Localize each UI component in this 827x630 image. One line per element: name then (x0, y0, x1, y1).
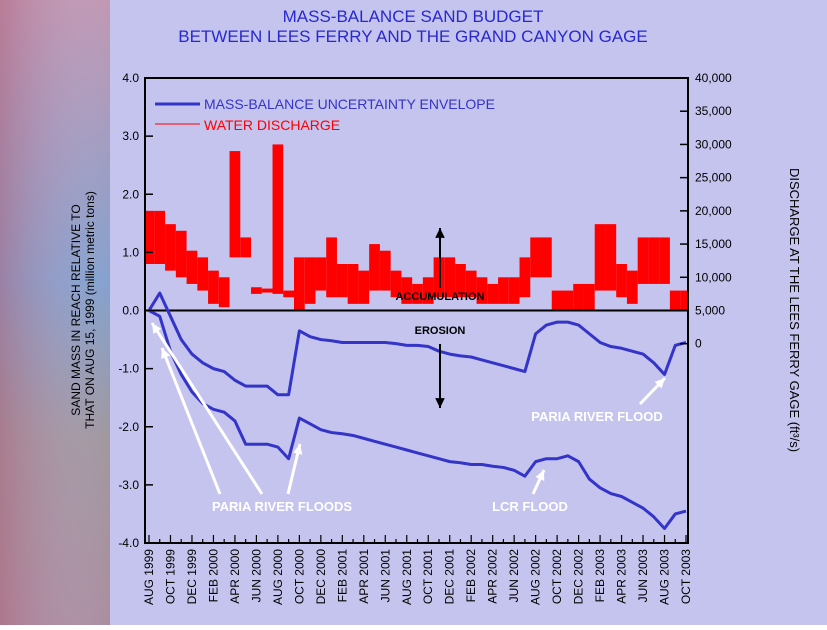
x-tick-label: JUN 2002 (507, 549, 521, 603)
y-tick-label: 4.0 (122, 71, 139, 85)
y-tick-label: -1.0 (118, 362, 139, 376)
x-tick-label: OCT 2003 (679, 549, 693, 604)
x-tick-label: AUG 2002 (529, 549, 543, 605)
x-tick-label: APR 2001 (357, 549, 371, 604)
x-tick-label: AUG 1999 (142, 549, 156, 605)
discharge-band (681, 291, 687, 311)
discharge-band (337, 264, 348, 297)
discharge-band (509, 277, 520, 304)
x-tick-label: AUG 2001 (400, 549, 414, 605)
x-tick-label: FEB 2002 (464, 549, 478, 603)
y-tick-label: 3.0 (122, 129, 139, 143)
discharge-band (251, 287, 262, 294)
y-tick-label: -3.0 (118, 478, 139, 492)
y2-tick-label: 15,000 (695, 237, 732, 251)
x-tick-label: OCT 2002 (550, 549, 564, 604)
discharge-band (541, 237, 552, 277)
discharge-band (154, 211, 165, 264)
annotation: ACCUMULATION (395, 291, 484, 303)
y2-tick-label: 25,000 (695, 171, 732, 185)
discharge-band (605, 224, 616, 290)
x-tick-label: JUN 2003 (636, 549, 650, 603)
x-tick-label: DEC 2001 (443, 549, 457, 605)
annotation: PARIA RIVER FLOOD (531, 409, 662, 424)
x-tick-label: DEC 1999 (185, 549, 199, 605)
discharge-band (326, 237, 337, 297)
y2-tick-label: 10,000 (695, 270, 732, 284)
annotation: PARIA RIVER FLOODS (212, 499, 352, 514)
y2-axis-label: DISCHARGE AT THE LEES FERRY GAGE (ft³/s) (787, 168, 802, 452)
x-tick-label: JUN 2001 (378, 549, 392, 603)
discharge-band (562, 291, 573, 311)
discharge-band (176, 231, 187, 277)
discharge-band (305, 257, 316, 304)
y2-tick-label: 20,000 (695, 204, 732, 218)
discharge-band (294, 257, 305, 310)
discharge-band (659, 237, 670, 284)
discharge-band (380, 251, 391, 291)
discharge-band (219, 277, 230, 307)
discharge-band (648, 237, 659, 284)
x-tick-label: FEB 2000 (206, 549, 220, 603)
x-tick-label: DEC 2002 (572, 549, 586, 605)
x-tick-label: OCT 2000 (292, 549, 306, 604)
discharge-band (595, 224, 606, 290)
discharge-band (670, 291, 681, 311)
discharge-band (187, 251, 198, 284)
discharge-band (315, 257, 326, 290)
discharge-band (146, 211, 154, 264)
x-tick-label: APR 2003 (615, 549, 629, 604)
chart-title: BETWEEN LEES FERRY AND THE GRAND CANYON … (178, 27, 648, 46)
y-tick-label: 2.0 (122, 187, 139, 201)
y2-tick-label: 0 (695, 337, 702, 351)
discharge-band (530, 237, 541, 277)
annotation: EROSION (415, 325, 466, 337)
discharge-band (348, 264, 359, 304)
x-tick-label: DEC 2000 (314, 549, 328, 605)
x-tick-label: JUN 2000 (249, 549, 263, 603)
discharge-band (240, 237, 251, 257)
discharge-band (584, 284, 595, 311)
discharge-band (165, 224, 176, 271)
annotation: LCR FLOOD (492, 499, 568, 514)
y2-tick-label: 35,000 (695, 104, 732, 118)
discharge-band (358, 271, 369, 304)
discharge-band (520, 257, 531, 297)
legend-label: MASS-BALANCE UNCERTAINTY ENVELOPE (204, 96, 495, 112)
discharge-band (208, 271, 219, 304)
x-tick-label: OCT 1999 (163, 549, 177, 604)
x-tick-label: AUG 2000 (271, 549, 285, 605)
x-tick-label: APR 2002 (486, 549, 500, 604)
x-tick-label: FEB 2001 (335, 549, 349, 603)
discharge-band (498, 277, 509, 304)
discharge-band (552, 291, 563, 311)
y-axis-label: SAND MASS IN REACH RELATIVE TO (69, 204, 83, 415)
discharge-band (197, 257, 208, 290)
y-tick-label: -2.0 (118, 420, 139, 434)
discharge-band (283, 291, 294, 298)
discharge-band (369, 244, 380, 290)
discharge-band (262, 289, 273, 293)
y2-tick-label: 30,000 (695, 137, 732, 151)
discharge-band (273, 144, 284, 293)
x-tick-label: AUG 2003 (658, 549, 672, 605)
y2-tick-label: 5,000 (695, 304, 725, 318)
discharge-band (573, 284, 584, 311)
x-tick-label: APR 2000 (228, 549, 242, 604)
discharge-band (487, 284, 498, 304)
discharge-band (638, 237, 649, 284)
discharge-band (230, 151, 241, 257)
y-tick-label: 1.0 (122, 245, 139, 259)
chart: MASS-BALANCE SAND BUDGETBETWEEN LEES FER… (0, 0, 827, 625)
x-tick-label: FEB 2003 (593, 549, 607, 603)
y-axis-label: THAT ON AUG 15, 1999 (million metric ton… (83, 191, 97, 429)
y-tick-label: 0.0 (122, 304, 139, 318)
discharge-band (627, 271, 638, 304)
legend-label: WATER DISCHARGE (204, 117, 340, 133)
chart-title: MASS-BALANCE SAND BUDGET (283, 7, 544, 26)
discharge-band (616, 264, 627, 297)
x-tick-label: OCT 2001 (421, 549, 435, 604)
y-tick-label: -4.0 (118, 536, 139, 550)
y2-tick-label: 40,000 (695, 71, 732, 85)
